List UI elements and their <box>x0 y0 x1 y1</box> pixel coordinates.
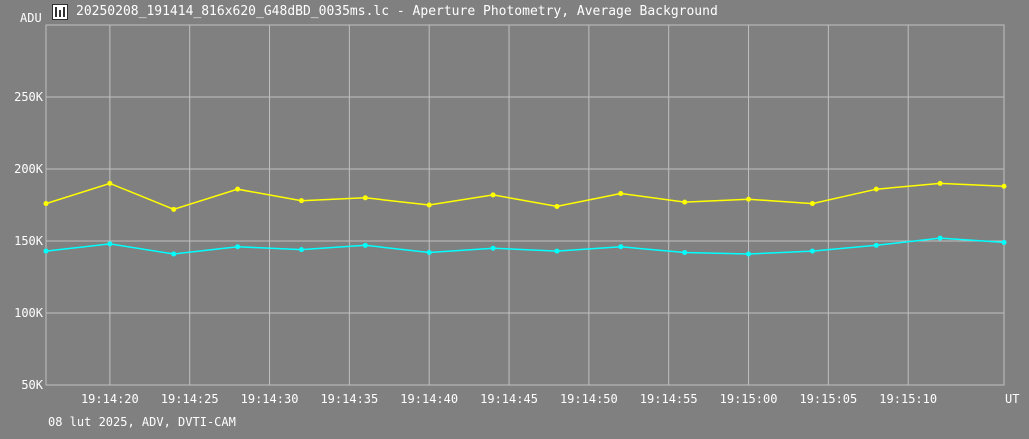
data-point <box>1001 239 1007 245</box>
y-tick-label: 100K <box>14 306 44 320</box>
series-line <box>45 182 1005 211</box>
x-axis-unit-label: UT <box>1005 392 1020 406</box>
data-point <box>937 235 943 241</box>
y-tick-label: 50K <box>21 378 43 392</box>
data-point <box>107 241 113 247</box>
title-bar: 20250208_191414_816x620_G48dBD_0035ms.lc… <box>0 0 1029 24</box>
data-point <box>809 201 815 207</box>
series-line <box>45 237 1005 255</box>
data-point <box>937 180 943 186</box>
data-point <box>746 196 752 202</box>
x-tick-label: 19:14:50 <box>560 392 618 406</box>
data-point <box>43 248 49 254</box>
data-point <box>298 247 304 253</box>
y-tick-label: 250K <box>14 90 44 104</box>
data-point <box>107 180 113 186</box>
x-tick-label: 19:14:55 <box>640 392 698 406</box>
data-point <box>43 201 49 207</box>
observation-info: 08 lut 2025, ADV, DVTI-CAM <box>48 415 236 429</box>
x-tick-label: 19:14:35 <box>320 392 378 406</box>
x-tick-label: 19:15:00 <box>720 392 778 406</box>
data-point <box>682 199 688 205</box>
x-tick-label: 19:15:10 <box>879 392 937 406</box>
data-point <box>554 248 560 254</box>
x-tick-label: 19:14:40 <box>400 392 458 406</box>
data-point <box>235 244 241 250</box>
x-tick-label: 19:14:25 <box>161 392 219 406</box>
data-point <box>426 250 432 256</box>
lightcurve-app-icon <box>52 4 68 20</box>
data-point <box>682 250 688 256</box>
gridlines <box>46 25 1004 385</box>
data-point <box>362 195 368 201</box>
data-point <box>873 186 879 192</box>
data-point <box>873 242 879 248</box>
x-tick-label: 19:14:20 <box>81 392 139 406</box>
data-point <box>171 206 177 212</box>
data-point <box>618 190 624 196</box>
x-tick-label: 19:14:30 <box>241 392 299 406</box>
window-title: 20250208_191414_816x620_G48dBD_0035ms.lc… <box>76 4 718 19</box>
data-point <box>298 198 304 204</box>
data-point <box>171 251 177 257</box>
data-point <box>554 203 560 209</box>
data-point <box>490 192 496 198</box>
series-layer <box>43 180 1007 257</box>
data-point <box>426 202 432 208</box>
data-point <box>235 186 241 192</box>
data-point <box>809 248 815 254</box>
data-point <box>618 244 624 250</box>
data-point <box>490 245 496 251</box>
y-tick-label: 200K <box>14 162 44 176</box>
x-tick-label: 19:14:45 <box>480 392 538 406</box>
y-axis-unit-label: ADU <box>20 11 42 25</box>
data-point <box>1001 183 1007 189</box>
data-point <box>362 242 368 248</box>
tick-labels: 19:14:20 19:14:25 19:14:30 19:14:35 19:14:40… <box>14 90 937 406</box>
x-tick-label: 19:15:05 <box>799 392 857 406</box>
y-tick-label: 150K <box>14 234 44 248</box>
data-point <box>746 251 752 257</box>
